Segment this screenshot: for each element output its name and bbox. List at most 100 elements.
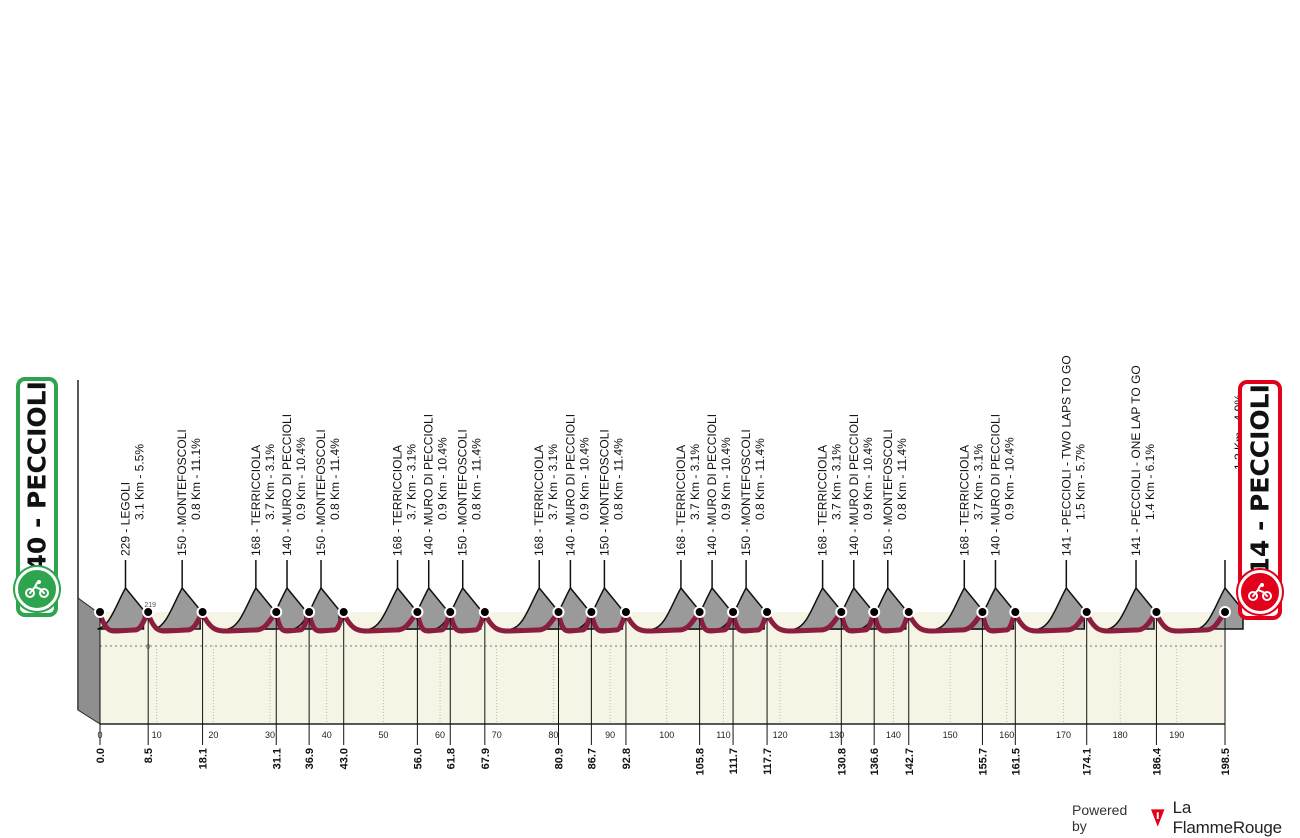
- climb-detail-label: 0.9 Km - 10.4%: [719, 437, 733, 520]
- checkpoint-km-label: 155.7: [977, 748, 989, 776]
- finish-cyclist-icon: [1238, 570, 1282, 614]
- checkpoint-km-label: 105.8: [695, 748, 707, 776]
- climb-shape: [511, 586, 558, 630]
- climb-name-label: 168 - TERRICCIOLA: [249, 445, 263, 556]
- climb-shape: [794, 586, 842, 630]
- checkpoint-dot: [1219, 606, 1231, 618]
- climb-detail-label: 0.8 Km - 11.1%: [189, 438, 203, 520]
- checkpoint-dot: [761, 606, 774, 618]
- checkpoint-dot: [411, 606, 424, 618]
- climb-name-label: 141 - PECCIOLI - TWO LAPS TO GO: [1059, 355, 1073, 556]
- climb-name-label: 150 - MONTEFOSCOLI: [881, 429, 895, 556]
- x-tick-label: 140: [886, 730, 901, 740]
- x-tick-label: 110: [716, 730, 730, 740]
- checkpoint-dot: [552, 606, 565, 618]
- x-tick-label: 130: [829, 730, 844, 740]
- checkpoint-km-label: 161.5: [1010, 748, 1022, 776]
- x-tick-label: 90: [605, 730, 615, 740]
- climb-name-label: 140 - MURO DI PECCIOLI: [847, 414, 861, 556]
- climb-name-label: 150 - MONTEFOSCOLI: [175, 429, 189, 556]
- climb-detail-label: 0.9 Km - 10.4%: [1002, 437, 1016, 520]
- climb-detail-label: 3.1 Km - 5.5%: [133, 444, 147, 520]
- brand-name: La FlammeRouge: [1172, 798, 1282, 837]
- climb-name-label: 168 - TERRICCIOLA: [391, 445, 405, 556]
- climb-name-label: 150 - MONTEFOSCOLI: [314, 429, 328, 556]
- checkpoint-dot: [142, 606, 155, 618]
- cyclist-icon: [1248, 583, 1272, 601]
- checkpoint-dot: [303, 606, 316, 618]
- climb-name-label: 140 - MURO DI PECCIOLI: [422, 414, 436, 556]
- checkpoint-dot: [1150, 606, 1163, 618]
- checkpoint-dot: [835, 606, 848, 618]
- climb-shape: [227, 586, 275, 630]
- checkpoint-dot: [976, 606, 989, 618]
- x-tick-label: 60: [435, 730, 445, 740]
- climb-shape: [1038, 586, 1086, 630]
- checkpoint-dot: [902, 606, 915, 618]
- checkpoint-dot: [1080, 606, 1093, 618]
- checkpoint-dot: [868, 606, 881, 618]
- x-tick-label: 80: [548, 730, 558, 740]
- climb-detail-label: 0.9 Km - 10.4%: [294, 437, 308, 520]
- checkpoint-km-label: 142.7: [904, 748, 916, 776]
- cyclist-icon: [25, 580, 49, 598]
- checkpoint-km-label: 31.1: [271, 748, 283, 769]
- checkpoint-km-label: 174.1: [1082, 748, 1094, 776]
- climb-name-label: 140 - MURO DI PECCIOLI: [280, 414, 294, 556]
- climb-name-label: 229 - LEGOLI: [119, 482, 133, 556]
- x-tick-label: 150: [943, 730, 958, 740]
- climb-name-label: 150 - MONTEFOSCOLI: [739, 429, 753, 556]
- x-tick-label: 50: [378, 730, 388, 740]
- climb-detail-label: 3.7 Km - 3.1%: [971, 444, 985, 520]
- climb-shape: [652, 586, 700, 630]
- start-label: 140 - PECCIOLI: [22, 381, 52, 590]
- climb-shape: [292, 586, 340, 630]
- climb-name-label: 168 - TERRICCIOLA: [674, 445, 688, 556]
- start-cyclist-icon: [15, 567, 59, 611]
- checkpoint-dot: [585, 606, 598, 618]
- climb-name-label: 141 - PECCIOLI - ONE LAP TO GO: [1129, 365, 1143, 556]
- checkpoint-km-label: 86.7: [586, 748, 598, 769]
- checkpoint-dot: [478, 606, 491, 618]
- start-badge: 140 - PECCIOLI: [15, 377, 59, 617]
- climb-detail-label: 0.8 Km - 11.4%: [470, 438, 484, 520]
- x-tick-label: 190: [1169, 730, 1184, 740]
- climb-detail-label: 0.8 Km - 11.4%: [895, 438, 909, 520]
- checkpoint-km-label: 18.1: [198, 748, 210, 769]
- x-tick-label: 100: [659, 730, 674, 740]
- checkpoint-dot: [337, 606, 350, 618]
- checkpoint-km-label: 0.0: [95, 748, 107, 763]
- climb-shape: [153, 586, 201, 630]
- checkpoint-dot: [94, 606, 106, 618]
- checkpoint-km-label: 111.7: [728, 748, 740, 774]
- x-tick-label: 30: [265, 730, 275, 740]
- x-tick-label: 120: [773, 730, 788, 740]
- checkpoint-dot: [693, 606, 706, 618]
- finish-label: 114 - PECCIOLI: [1245, 384, 1275, 593]
- inline-elevation-label: 219: [144, 602, 156, 609]
- finish-badge: 114 - PECCIOLI: [1238, 380, 1282, 620]
- climb-name-label: 140 - MURO DI PECCIOLI: [563, 414, 577, 556]
- checkpoint-dot: [270, 606, 283, 618]
- climb-shape: [97, 586, 145, 630]
- climb-shape: [936, 586, 984, 630]
- checkpoint-km-label: 61.8: [445, 748, 457, 769]
- climb-name-label: 140 - MURO DI PECCIOLI: [988, 414, 1002, 556]
- checkpoint-dot: [444, 606, 457, 618]
- checkpoint-km-label: 36.9: [304, 748, 316, 769]
- climb-name-label: 150 - MONTEFOSCOLI: [456, 429, 470, 556]
- powered-by-footer: Powered by La FlammeRouge: [1072, 798, 1300, 838]
- checkpoint-km-label: 130.8: [836, 748, 848, 776]
- checkpoint-km-label: 117.7: [762, 748, 774, 775]
- climb-detail-label: 1.5 Km - 5.7%: [1073, 444, 1087, 520]
- checkpoint-km-label: 80.9: [554, 748, 566, 769]
- x-tick-label: 10: [152, 730, 162, 740]
- climb-name-label: 150 - MONTEFOSCOLI: [597, 429, 611, 556]
- x-tick-label: 160: [999, 730, 1014, 740]
- climb-detail-label: 0.8 Km - 11.4%: [611, 438, 625, 520]
- powered-by-text: Powered by: [1072, 802, 1128, 834]
- climb-shape: [859, 586, 907, 630]
- checkpoint-dot: [727, 606, 740, 618]
- climb-shape: [717, 586, 765, 630]
